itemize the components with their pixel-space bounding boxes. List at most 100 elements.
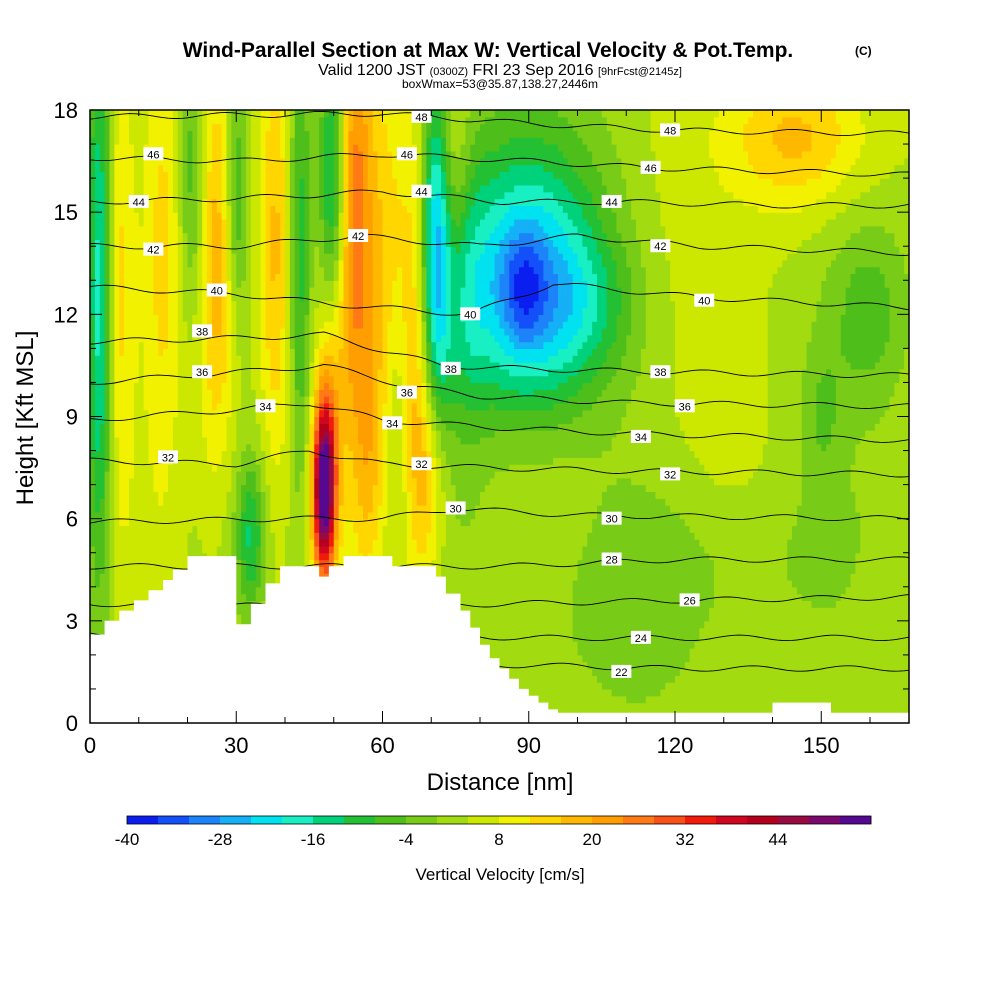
w-cell (104, 518, 111, 527)
w-cell (124, 593, 130, 601)
w-cell (616, 688, 622, 697)
w-cell (319, 559, 325, 567)
w-cell (90, 600, 96, 608)
w-cell (504, 525, 510, 533)
w-cell (548, 682, 554, 690)
w-cell (460, 525, 466, 533)
w-cell (762, 593, 769, 601)
w-cell (523, 654, 530, 663)
w-cell (484, 518, 491, 527)
w-cell (94, 620, 101, 629)
w-cell (621, 614, 627, 622)
w-cell (782, 641, 788, 649)
w-cell (582, 573, 588, 581)
w-cell (840, 573, 847, 581)
w-cell (796, 559, 803, 567)
w-cell (699, 579, 705, 588)
w-cell (850, 661, 856, 670)
w-cell (811, 648, 817, 656)
w-cell (465, 559, 471, 567)
w-cell (801, 559, 808, 567)
w-cell (855, 586, 861, 595)
w-cell (616, 648, 622, 656)
w-cell (480, 593, 486, 601)
w-cell (99, 559, 106, 567)
w-cell (899, 614, 905, 622)
w-cell (743, 675, 749, 683)
w-cell (704, 579, 710, 588)
w-cell (514, 586, 520, 595)
w-cell (577, 518, 583, 527)
w-cell (129, 559, 135, 567)
w-cell (806, 654, 813, 663)
w-cell (626, 675, 632, 683)
w-cell (675, 600, 681, 608)
w-cell (90, 532, 96, 540)
w-cell (728, 539, 735, 547)
w-cell (519, 620, 525, 629)
w-cell (684, 648, 691, 656)
w-cell (718, 695, 725, 704)
w-cell (626, 634, 632, 642)
w-cell (548, 518, 554, 527)
w-cell (562, 688, 569, 697)
w-cell (796, 566, 803, 574)
w-cell (679, 668, 686, 676)
w-cell (372, 539, 379, 547)
w-cell (129, 586, 135, 595)
w-cell (363, 532, 369, 540)
w-cell (387, 539, 393, 547)
w-cell (192, 545, 198, 554)
w-cell (821, 627, 827, 636)
w-cell (324, 552, 330, 561)
w-cell (884, 682, 891, 690)
w-cell (684, 702, 691, 710)
w-cell (665, 675, 671, 683)
w-cell (767, 525, 774, 533)
w-cell (587, 661, 593, 670)
w-cell (538, 518, 544, 527)
w-cell (835, 668, 842, 676)
w-cell (655, 607, 661, 615)
w-cell (650, 525, 657, 533)
w-cell (831, 641, 837, 649)
w-cell (855, 573, 861, 581)
w-cell (826, 539, 832, 547)
w-cell (138, 579, 145, 588)
w-cell (879, 532, 886, 540)
w-cell (99, 573, 106, 581)
w-cell (699, 586, 705, 595)
w-cell (592, 545, 598, 554)
w-cell (260, 545, 267, 554)
w-cell (504, 518, 510, 527)
w-cell (796, 579, 803, 588)
w-cell (874, 539, 881, 547)
w-cell (645, 641, 652, 649)
w-cell (553, 641, 559, 649)
w-cell (597, 675, 603, 683)
w-cell (714, 634, 720, 642)
w-cell (748, 614, 754, 622)
w-cell (699, 661, 705, 670)
w-cell (567, 532, 574, 540)
w-cell (99, 600, 106, 608)
w-cell (640, 661, 647, 670)
w-cell (904, 634, 909, 642)
w-cell (289, 518, 296, 527)
w-cell (558, 579, 564, 588)
w-cell (723, 688, 730, 697)
w-cell (153, 559, 159, 567)
w-cell (855, 566, 861, 574)
w-cell (587, 566, 593, 574)
w-cell (489, 600, 496, 608)
w-cell (372, 518, 379, 527)
w-cell (684, 579, 691, 588)
w-cell (826, 559, 832, 567)
w-cell (436, 525, 442, 533)
w-cell (348, 518, 354, 527)
w-cell (874, 620, 881, 629)
w-cell (597, 545, 603, 554)
w-cell (572, 614, 579, 622)
w-cell (119, 518, 125, 527)
w-cell (679, 614, 686, 622)
